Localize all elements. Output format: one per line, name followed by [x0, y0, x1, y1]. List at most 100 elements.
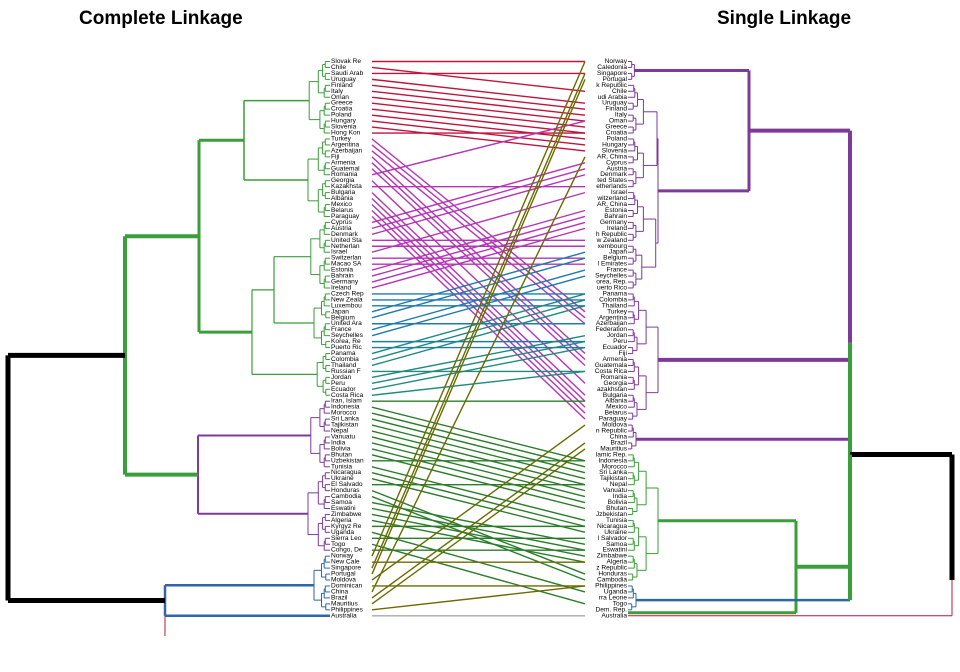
- left-leaf-label: Norway: [331, 553, 354, 560]
- left-leaf-label: Turkey: [331, 135, 352, 142]
- connector-line: [371, 215, 586, 277]
- left-leaf-label: Bahrain: [331, 273, 354, 280]
- left-leaf-label: Algeria: [331, 517, 352, 524]
- right-leaf-label: rra Leone: [599, 594, 628, 601]
- left-leaf-label: Jordan: [331, 374, 351, 381]
- right-leaf-label: Australia: [601, 612, 627, 619]
- left-leaf-label: Croatia: [331, 106, 353, 113]
- left-leaf-label: Iran, Islam: [331, 398, 362, 405]
- connector-line: [371, 436, 586, 492]
- right-leaf-label: Italy: [615, 112, 628, 119]
- left-leaf-label: Russian F: [331, 368, 361, 375]
- right-leaf-label: China: [610, 433, 628, 440]
- right-leaf-label: Algeria: [606, 559, 627, 566]
- right-leaf-label: Armenia: [602, 356, 627, 363]
- left-leaf-label: Albania: [331, 195, 353, 202]
- left-leaf-label: Mauritius: [331, 600, 358, 607]
- connector-line: [371, 370, 586, 396]
- connector-line: [371, 275, 586, 337]
- right-leaf-label: Poland: [606, 135, 627, 142]
- left-leaf-label: Australia: [331, 612, 357, 619]
- right-leaf-label: AR, China: [597, 153, 627, 160]
- connector-line: [371, 73, 586, 569]
- right-leaf-label: Vanuatu: [603, 487, 627, 494]
- connector-line: [371, 156, 586, 355]
- right-leaf-label: Jzbekistan: [596, 511, 627, 518]
- right-leaf-label: Tajikistan: [600, 475, 627, 482]
- left-leaf-label: Switzerlan: [331, 255, 362, 262]
- left-leaf-label: India: [331, 439, 346, 446]
- connector-line: [371, 90, 586, 116]
- right-leaf-label: Costa Rica: [595, 368, 628, 375]
- connector-line: [371, 466, 586, 522]
- right-leaf-label: Brazil: [611, 439, 628, 446]
- right-leaf-label: k Republic: [596, 82, 627, 89]
- right-leaf-label: Bhutan: [606, 505, 627, 512]
- right-leaf-label: Chile: [612, 88, 627, 95]
- connector-line: [371, 108, 586, 134]
- right-leaf-label: Belarus: [605, 410, 628, 417]
- left-leaf-label: Austria: [331, 225, 352, 232]
- connector-line: [371, 168, 586, 230]
- left-title: Complete Linkage: [79, 8, 243, 29]
- left-leaf-label: Ukraine: [331, 475, 354, 482]
- left-leaf-label: France: [331, 326, 352, 333]
- left-leaf-label: Denmark: [331, 231, 358, 238]
- right-leaf-label: Germany: [600, 219, 628, 226]
- left-leaf-label: Vanuatu: [331, 433, 355, 440]
- right-leaf-label: India: [613, 493, 628, 500]
- connector-line: [371, 79, 586, 575]
- connector-line: [371, 412, 586, 468]
- left-leaf-label: United Sta: [331, 237, 362, 244]
- left-leaf-label: Paraguay: [331, 213, 360, 220]
- connector-line: [371, 257, 586, 319]
- right-leaf-label: Finland: [605, 106, 627, 113]
- right-leaf-label: Estonia: [605, 207, 627, 214]
- connector-line: [371, 305, 586, 367]
- left-leaf-label: Uzbekistan: [331, 457, 364, 464]
- right-leaf-label: l Salvador: [598, 535, 628, 542]
- right-leaf-label: Peru: [613, 338, 627, 345]
- left-leaf-label: Brazil: [331, 594, 348, 601]
- connector-line: [371, 346, 586, 390]
- connector-line: [371, 156, 586, 593]
- connector-line: [371, 448, 586, 605]
- connector-line: [371, 251, 586, 313]
- left-leaf-label: Bulgaria: [331, 189, 356, 196]
- left-leaf-label: Portugal: [331, 571, 356, 578]
- right-leaf-label: h Republic: [596, 231, 628, 238]
- connector-line: [371, 78, 586, 104]
- left-leaf-label: Kazakhsta: [331, 183, 362, 190]
- connector-line: [371, 120, 586, 176]
- left-leaf-label: Hungary: [331, 118, 357, 125]
- left-leaf-label: Czech Rep: [331, 290, 364, 297]
- right-leaf-label: Argentina: [599, 314, 628, 321]
- right-leaf-label: Nicaragua: [597, 523, 627, 530]
- connector-line: [371, 299, 586, 361]
- left-leaf-label: Tunisia: [331, 463, 352, 470]
- right-leaf-label: ted States: [597, 177, 627, 184]
- right-leaf-label: Mauritius: [600, 445, 627, 452]
- left-leaf-label: Ecuador: [331, 386, 356, 393]
- connector-line: [371, 191, 586, 253]
- right-leaf-label: uerto Rico: [597, 284, 627, 291]
- right-leaf-label: Denmark: [600, 171, 627, 178]
- connector-line: [371, 96, 586, 122]
- connector-line: [371, 293, 586, 355]
- left-leaf-label: Israel: [331, 249, 348, 256]
- left-leaf-label: Sierra Leo: [331, 535, 362, 542]
- connector-line: [371, 418, 586, 474]
- right-leaf-label: Israel: [611, 189, 628, 196]
- connector-line: [371, 144, 586, 319]
- right-leaf-label: Tunisia: [606, 517, 627, 524]
- left-leaf-label: Nepal: [331, 428, 349, 435]
- right-leaf-label: Ireland: [607, 225, 627, 232]
- left-leaf-label: Seychelles: [331, 332, 364, 339]
- right-leaf-label: Colombia: [599, 296, 627, 303]
- connector-line: [371, 424, 586, 480]
- right-leaf-label: Bahrain: [604, 213, 627, 220]
- right-leaf-label: Belgium: [603, 255, 627, 262]
- right-leaf-label: l Emirates: [598, 261, 628, 268]
